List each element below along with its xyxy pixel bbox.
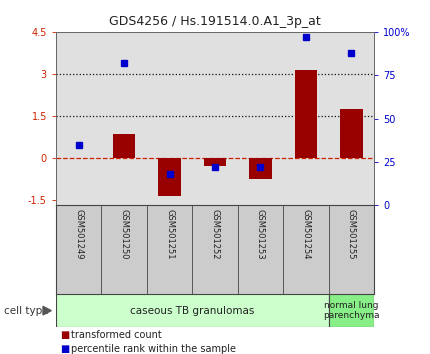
Bar bbox=[56, 294, 329, 327]
Text: transformed count: transformed count bbox=[71, 330, 162, 339]
Text: GSM501253: GSM501253 bbox=[256, 209, 265, 259]
Text: GSM501251: GSM501251 bbox=[165, 209, 174, 259]
Text: ■: ■ bbox=[60, 330, 70, 339]
Text: GSM501254: GSM501254 bbox=[301, 209, 310, 259]
Text: GSM501249: GSM501249 bbox=[74, 209, 83, 259]
Bar bbox=[158, 158, 181, 195]
Text: normal lung
parenchyma: normal lung parenchyma bbox=[323, 301, 380, 320]
Bar bbox=[204, 158, 226, 166]
Text: GSM501250: GSM501250 bbox=[120, 209, 129, 259]
Bar bbox=[329, 294, 374, 327]
Text: ■: ■ bbox=[60, 344, 70, 354]
Bar bbox=[340, 109, 363, 158]
Bar bbox=[249, 158, 272, 179]
Bar bbox=[113, 134, 135, 158]
Bar bbox=[295, 70, 317, 158]
Text: caseous TB granulomas: caseous TB granulomas bbox=[130, 306, 255, 316]
Text: cell type: cell type bbox=[4, 306, 49, 316]
Text: GSM501255: GSM501255 bbox=[347, 209, 356, 259]
Text: percentile rank within the sample: percentile rank within the sample bbox=[71, 344, 236, 354]
Title: GDS4256 / Hs.191514.0.A1_3p_at: GDS4256 / Hs.191514.0.A1_3p_at bbox=[109, 15, 321, 28]
Text: GSM501252: GSM501252 bbox=[211, 209, 219, 259]
